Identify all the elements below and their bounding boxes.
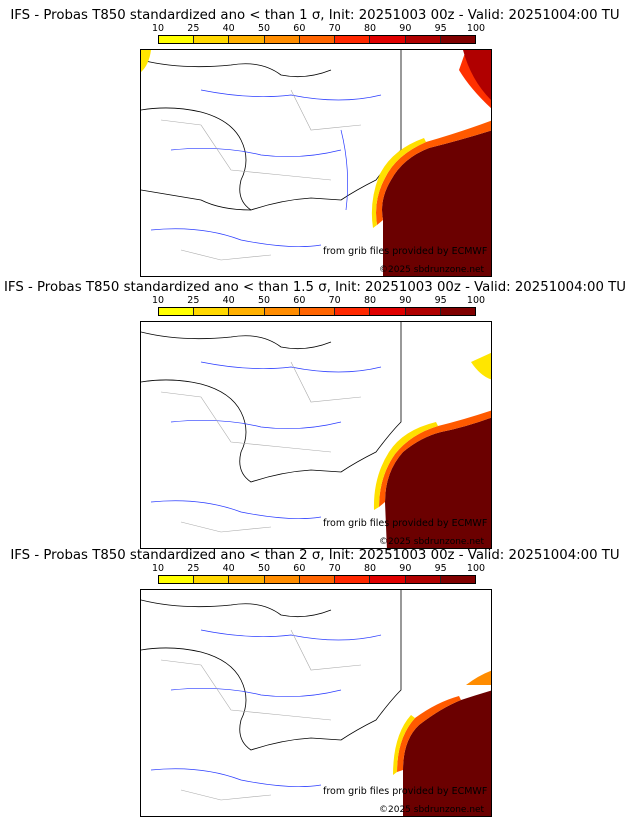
colorbar-ticks: 10 25 40 50 60 70 80 90 95 100	[152, 23, 485, 35]
colorbar-tick-label: 60	[293, 563, 306, 574]
colorbar-segment	[159, 308, 195, 315]
colorbar-segment	[405, 36, 441, 43]
colorbar-tick-label: 80	[363, 295, 377, 306]
colorbar-segment	[299, 576, 336, 583]
colorbar-tick-label: 10	[151, 23, 165, 34]
colorbar-tick-label: 40	[222, 563, 235, 574]
colorbar	[158, 307, 476, 316]
colorbar-tick-label: 70	[328, 295, 341, 306]
colorbar-tick-label: 40	[222, 295, 235, 306]
colorbar	[158, 35, 476, 44]
colorbar-segment	[159, 576, 195, 583]
colorbar-tick-label: 100	[466, 295, 486, 306]
colorbar-segment	[229, 308, 265, 315]
colorbar-tick-label: 40	[222, 23, 235, 34]
colorbar-segment	[440, 308, 475, 315]
colorbar-segment	[370, 36, 406, 43]
map-graphic	[141, 590, 491, 816]
colorbar-tick-label: 25	[187, 563, 200, 574]
colorbar-segment	[335, 576, 371, 583]
colorbar-segment	[405, 308, 441, 315]
colorbar-segment	[299, 36, 336, 43]
colorbar-tick-label: 80	[363, 23, 377, 34]
colorbar-segment	[440, 576, 475, 583]
panel-title: IFS - Probas T850 standardized ano < tha…	[3, 280, 627, 295]
colorbar-tick-label: 95	[434, 563, 447, 574]
colorbar-tick-label: 95	[434, 23, 447, 34]
map-panel-2: IFS - Probas T850 standardized ano < tha…	[0, 272, 630, 549]
colorbar-tick-label: 100	[466, 563, 486, 574]
data-credit: from grib files provided by ECMWF	[323, 246, 488, 257]
colorbar-tick-label: 10	[151, 295, 165, 306]
colorbar	[158, 575, 476, 584]
colorbar-segment	[264, 36, 300, 43]
colorbar-tick-label: 60	[293, 23, 306, 34]
colorbar-ticks: 10 25 40 50 60 70 80 90 95 100	[152, 295, 485, 307]
colorbar-tick-label: 90	[399, 295, 412, 306]
colorbar-segment	[194, 308, 230, 315]
colorbar-tick-label: 25	[187, 295, 200, 306]
colorbar-segment	[370, 308, 406, 315]
map-graphic	[141, 50, 491, 276]
colorbar-segment	[264, 308, 300, 315]
colorbar-segment	[194, 36, 230, 43]
colorbar-tick-label: 70	[328, 563, 341, 574]
map-panel-1: IFS - Probas T850 standardized ano < tha…	[0, 0, 630, 277]
colorbar-tick-label: 60	[293, 295, 306, 306]
colorbar-segment	[159, 36, 195, 43]
copyright: ©2025 sbdrunzone.net	[379, 805, 485, 815]
colorbar-segment	[440, 36, 475, 43]
colorbar-segment	[229, 576, 265, 583]
colorbar-segment	[299, 308, 336, 315]
colorbar-tick-label: 70	[328, 23, 341, 34]
colorbar-tick-label: 90	[399, 23, 412, 34]
colorbar-segment	[264, 576, 300, 583]
probability-map: from grib files provided by ECMWF ©2025 …	[140, 589, 492, 817]
colorbar-segment	[405, 576, 441, 583]
colorbar-tick-label: 50	[257, 563, 271, 574]
copyright: ©2025 sbdrunzone.net	[379, 265, 485, 275]
colorbar-tick-label: 95	[434, 295, 447, 306]
colorbar-segment	[335, 308, 371, 315]
data-credit: from grib files provided by ECMWF	[323, 518, 488, 529]
colorbar-tick-label: 100	[466, 23, 486, 34]
colorbar-tick-label: 50	[257, 295, 271, 306]
colorbar-tick-label: 50	[257, 23, 271, 34]
colorbar-ticks: 10 25 40 50 60 70 80 90 95 100	[152, 563, 485, 575]
colorbar-tick-label: 25	[187, 23, 200, 34]
copyright: ©2025 sbdrunzone.net	[379, 537, 485, 547]
panel-title: IFS - Probas T850 standardized ano < tha…	[10, 548, 620, 563]
colorbar-segment	[194, 576, 230, 583]
colorbar-tick-label: 80	[363, 563, 377, 574]
colorbar-tick-label: 90	[399, 563, 412, 574]
map-panel-3: IFS - Probas T850 standardized ano < tha…	[0, 540, 630, 817]
colorbar-tick-label: 10	[151, 563, 165, 574]
colorbar-segment	[335, 36, 371, 43]
colorbar-segment	[370, 576, 406, 583]
probability-map: from grib files provided by ECMWF ©2025 …	[140, 321, 492, 549]
map-graphic	[141, 322, 491, 548]
data-credit: from grib files provided by ECMWF	[323, 786, 488, 797]
probability-map: from grib files provided by ECMWF ©2025 …	[140, 49, 492, 277]
colorbar-segment	[229, 36, 265, 43]
panel-title: IFS - Probas T850 standardized ano < tha…	[10, 8, 620, 23]
